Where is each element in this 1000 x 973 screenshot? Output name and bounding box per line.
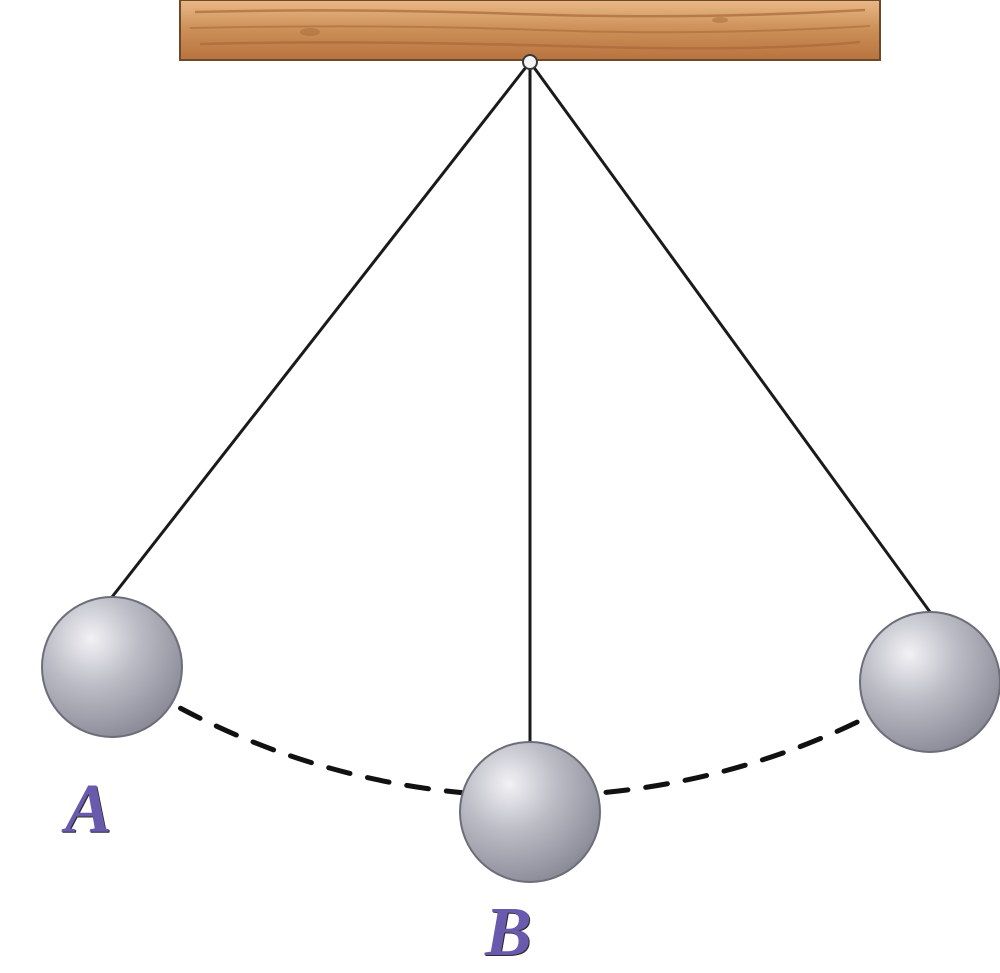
string-right (530, 62, 930, 612)
bob-position-a (42, 597, 182, 737)
label-b: B (485, 893, 532, 973)
pendulum-diagram (0, 0, 1000, 950)
bob-position-b (460, 742, 600, 882)
bob-position-right (860, 612, 1000, 752)
support-beam (180, 0, 880, 60)
string-left (112, 62, 530, 597)
label-a: A (65, 770, 112, 850)
pivot-ring (523, 55, 537, 69)
